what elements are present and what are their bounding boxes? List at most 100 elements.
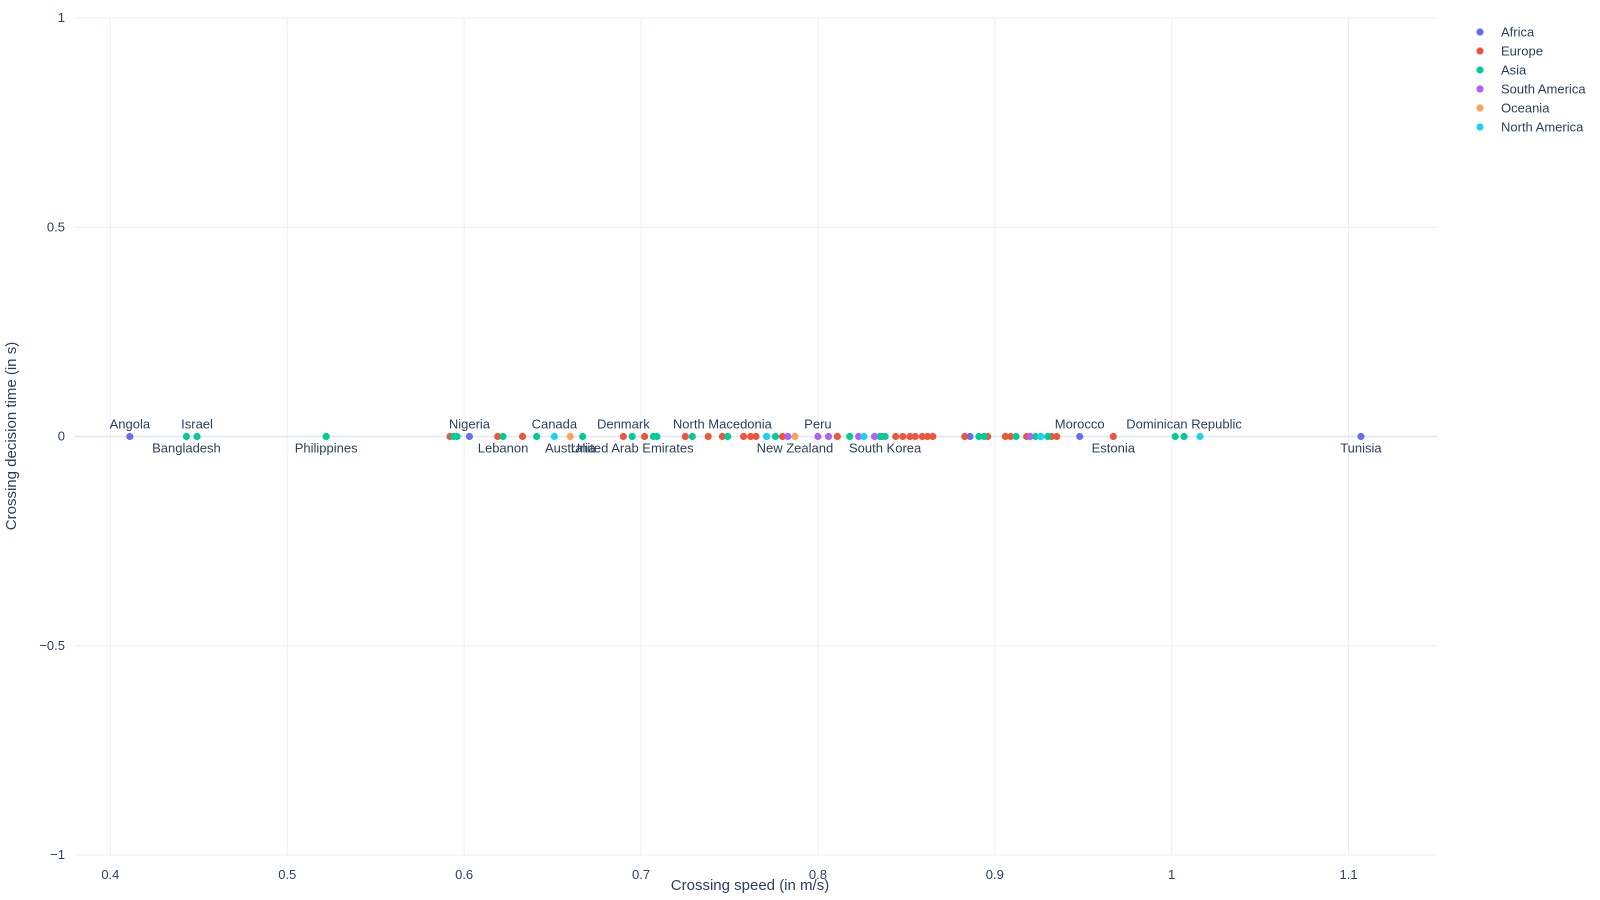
data-point[interactable]: [1012, 432, 1020, 441]
data-point[interactable]: [688, 432, 696, 441]
data-point[interactable]: [322, 432, 330, 441]
data-point[interactable]: [846, 432, 854, 441]
data-point[interactable]: [453, 432, 461, 441]
legend-item[interactable]: Africa: [1476, 25, 1535, 40]
data-label: Morocco: [1055, 417, 1105, 432]
data-label: North Macedonia: [673, 417, 773, 432]
data-point[interactable]: [975, 432, 983, 441]
data-label: Estonia: [1092, 441, 1136, 456]
data-point[interactable]: [182, 432, 191, 441]
data-point[interactable]: [740, 432, 748, 441]
data-point[interactable]: [718, 432, 726, 441]
data-point[interactable]: [824, 432, 833, 441]
data-point[interactable]: [752, 432, 760, 441]
data-label: Philippines: [295, 441, 358, 456]
data-point[interactable]: [870, 432, 879, 441]
data-point[interactable]: [619, 432, 627, 441]
data-point[interactable]: [566, 432, 574, 441]
x-axis-title: Crossing speed (in m/s): [671, 877, 829, 894]
data-point[interactable]: [980, 432, 988, 441]
legend-item[interactable]: Oceania: [1476, 101, 1550, 116]
data-point[interactable]: [747, 432, 755, 441]
data-point[interactable]: [1357, 432, 1365, 441]
data-point[interactable]: [1196, 432, 1204, 441]
data-point[interactable]: [1031, 432, 1040, 441]
data-point[interactable]: [193, 432, 201, 441]
data-point[interactable]: [640, 432, 649, 441]
y-axis-title: Crossing decision time (in s): [3, 342, 20, 530]
data-point[interactable]: [550, 432, 558, 441]
data-point[interactable]: [126, 432, 134, 441]
data-point[interactable]: [579, 432, 587, 441]
legend-item[interactable]: Asia: [1476, 63, 1527, 78]
data-point[interactable]: [876, 432, 884, 441]
data-point[interactable]: [465, 432, 474, 441]
data-point[interactable]: [763, 432, 771, 441]
data-point[interactable]: [899, 432, 907, 441]
data-point[interactable]: [814, 432, 822, 441]
x-tick-label: 0.6: [455, 867, 473, 882]
data-point[interactable]: [1053, 432, 1061, 441]
legend-marker: [1476, 104, 1484, 112]
data-point[interactable]: [704, 432, 712, 441]
legend-item[interactable]: North America: [1476, 120, 1584, 135]
data-point[interactable]: [860, 432, 868, 441]
legend-marker: [1476, 66, 1484, 74]
data-point[interactable]: [518, 432, 527, 441]
legend-label: Oceania: [1501, 101, 1550, 116]
data-point[interactable]: [1044, 432, 1052, 441]
legend-marker: [1476, 47, 1484, 55]
data-label: Tunisia: [1340, 441, 1382, 456]
data-point[interactable]: [628, 432, 636, 441]
data-point[interactable]: [929, 432, 937, 441]
data-point[interactable]: [881, 432, 889, 441]
data-point[interactable]: [918, 432, 926, 441]
legend-label: South America: [1501, 82, 1586, 97]
data-point[interactable]: [854, 432, 863, 441]
data-point[interactable]: [771, 432, 780, 441]
legend-marker: [1476, 28, 1484, 36]
data-point[interactable]: [778, 432, 787, 441]
data-point[interactable]: [833, 432, 841, 441]
data-point[interactable]: [892, 432, 900, 441]
data-point[interactable]: [1171, 432, 1179, 441]
legend-item[interactable]: South America: [1476, 82, 1586, 97]
data-label: Israel: [181, 417, 213, 432]
y-tick-label: −0.5: [39, 638, 65, 653]
legend[interactable]: Africa Europe Asia South America Oceania Nort…: [1476, 25, 1586, 135]
legend-item[interactable]: Europe: [1476, 44, 1543, 59]
data-point[interactable]: [784, 432, 792, 441]
data-point[interactable]: [911, 432, 919, 441]
data-point[interactable]: [1109, 432, 1117, 441]
y-axis-ticks: 1 0.5 0 −0.5 −1: [39, 10, 65, 862]
data-point[interactable]: [724, 432, 732, 441]
data-point[interactable]: [1037, 432, 1045, 441]
data-point[interactable]: [961, 432, 969, 441]
data-label: Dominican Republic: [1126, 417, 1242, 432]
data-point[interactable]: [1180, 432, 1188, 441]
data-point[interactable]: [653, 432, 661, 441]
data-label: Peru: [804, 417, 831, 432]
x-tick-label: 1: [1168, 867, 1175, 882]
x-tick-label: 0.4: [101, 867, 119, 882]
data-point[interactable]: [1007, 432, 1015, 441]
data-point[interactable]: [1076, 432, 1084, 441]
data-point[interactable]: [499, 432, 507, 441]
data-point[interactable]: [494, 432, 502, 441]
data-label: Angola: [110, 417, 151, 432]
data-point[interactable]: [966, 432, 974, 441]
x-tick-label: 1.1: [1340, 867, 1358, 882]
data-point[interactable]: [923, 432, 932, 441]
data-point[interactable]: [791, 432, 799, 441]
data-point[interactable]: [681, 432, 689, 441]
data-point[interactable]: [533, 432, 541, 441]
legend-label: Africa: [1501, 25, 1535, 40]
data-label: Canada: [532, 417, 578, 432]
data-point[interactable]: [1001, 432, 1010, 441]
data-point[interactable]: [1026, 432, 1034, 441]
data-point[interactable]: [906, 432, 914, 441]
x-axis-ticks: 0.4 0.5 0.6 0.7 0.8 0.9 1 1.1: [101, 867, 1357, 882]
y-tick-label: −1: [50, 847, 65, 862]
